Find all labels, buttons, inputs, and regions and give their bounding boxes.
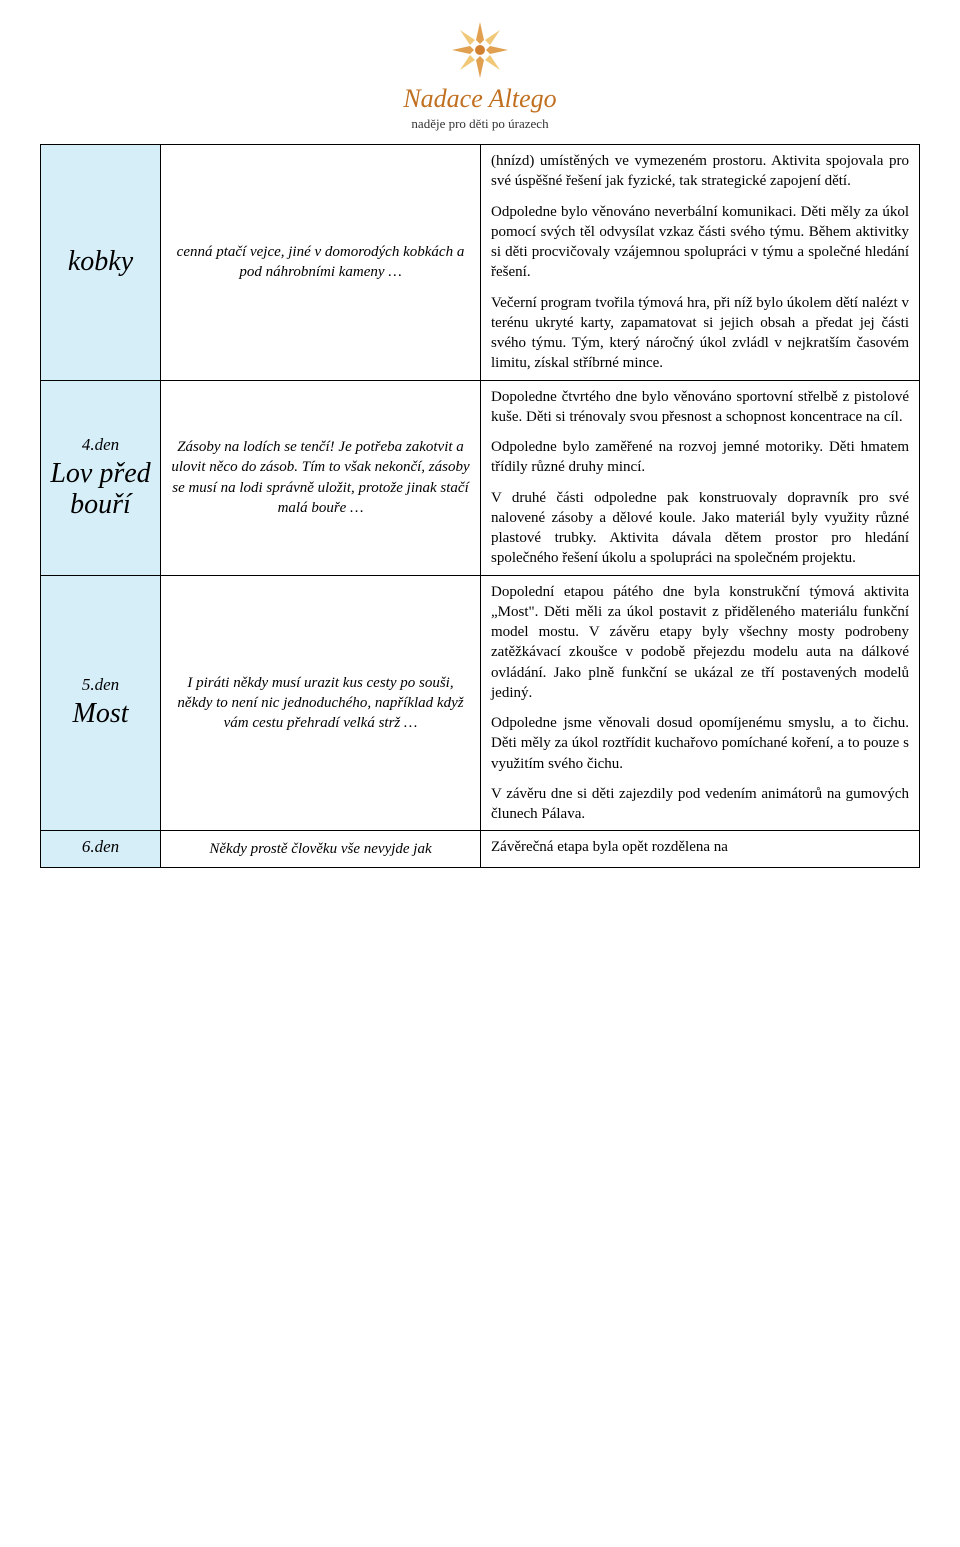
description-cell: Závěrečná etapa byla opět rozdělena na — [481, 831, 920, 868]
description-paragraph: Dopolední etapou pátého dne byla konstru… — [491, 582, 909, 704]
day-number: 5.den — [45, 675, 156, 695]
logo-icon — [450, 20, 510, 80]
story-cell: Někdy prostě člověku vše nevyjde jak — [161, 831, 481, 868]
program-table: kobkycenná ptačí vejce, jiné v domorodýc… — [40, 144, 920, 868]
description-cell: (hnízd) umístěných ve vymezeném prostoru… — [481, 145, 920, 381]
day-title: Most — [45, 699, 156, 730]
story-cell: cenná ptačí vejce, jiné v domorodých kob… — [161, 145, 481, 381]
table-row: 5.den MostI piráti někdy musí urazit kus … — [41, 575, 920, 831]
day-number: 4.den — [45, 435, 156, 455]
day-number: 6.den — [45, 837, 156, 857]
description-paragraph: V závěru dne si děti zajezdily pod veden… — [491, 784, 909, 825]
description-paragraph: Dopoledne čtvrtého dne bylo věnováno spo… — [491, 387, 909, 428]
day-cell: 6.den — [41, 831, 161, 868]
description-paragraph: Večerní program tvořila týmová hra, při … — [491, 293, 909, 374]
day-cell: 4.den Lov před bouří — [41, 380, 161, 575]
page-header: Nadace Altego naděje pro děti po úrazech — [40, 20, 920, 132]
brand-tagline: naděje pro děti po úrazech — [40, 116, 920, 132]
description-paragraph: Odpoledne bylo zaměřené na rozvoj jemné … — [491, 437, 909, 478]
story-cell: Zásoby na lodích se tenčí! Je potřeba za… — [161, 380, 481, 575]
day-cell: 5.den Most — [41, 575, 161, 831]
description-paragraph: Odpoledne bylo věnováno neverbální komun… — [491, 202, 909, 283]
day-title: Lov před bouří — [45, 459, 156, 521]
description-paragraph: Závěrečná etapa byla opět rozdělena na — [491, 837, 909, 857]
description-paragraph: (hnízd) umístěných ve vymezeném prostoru… — [491, 151, 909, 192]
day-title: kobky — [45, 247, 156, 278]
table-row: 6.denNěkdy prostě člověku vše nevyjde ja… — [41, 831, 920, 868]
description-cell: Dopolední etapou pátého dne byla konstru… — [481, 575, 920, 831]
brand-name: Nadace Altego — [40, 84, 920, 114]
story-cell: I piráti někdy musí urazit kus cesty po … — [161, 575, 481, 831]
table-row: kobkycenná ptačí vejce, jiné v domorodýc… — [41, 145, 920, 381]
day-cell: kobky — [41, 145, 161, 381]
description-cell: Dopoledne čtvrtého dne bylo věnováno spo… — [481, 380, 920, 575]
table-row: 4.den Lov před bouříZásoby na lodích se t… — [41, 380, 920, 575]
description-paragraph: V druhé části odpoledne pak konstruovaly… — [491, 488, 909, 569]
description-paragraph: Odpoledne jsme věnovali dosud opomíjeném… — [491, 713, 909, 774]
